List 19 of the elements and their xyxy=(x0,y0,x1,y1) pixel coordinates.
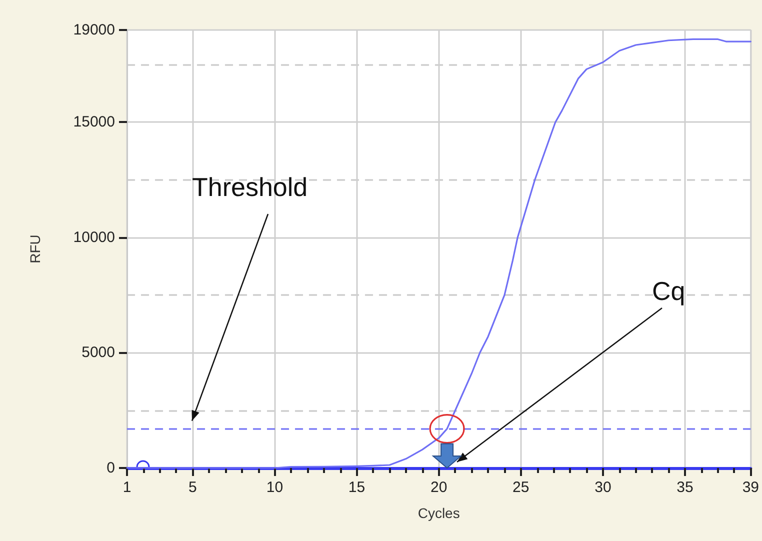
x-tick-label: 35 xyxy=(676,479,694,496)
x-tick-label: 5 xyxy=(188,479,197,496)
x-tick-label: 30 xyxy=(594,479,612,496)
x-tick-label: 15 xyxy=(348,479,366,496)
annotation: Cq xyxy=(652,276,686,306)
x-axis-title: Cycles xyxy=(418,505,460,521)
y-tick-label: 0 xyxy=(106,460,115,476)
x-tick-label: 25 xyxy=(512,479,530,496)
y-axis-title: RFU xyxy=(27,234,43,264)
x-tick-label: 39 xyxy=(742,479,759,496)
y-tick-label: 5000 xyxy=(82,344,115,362)
annotation: Threshold xyxy=(192,172,308,202)
x-tick-label: 10 xyxy=(266,479,284,496)
y-tick-label: 10000 xyxy=(73,228,115,246)
line-series xyxy=(126,38,752,469)
x-tick-label: 20 xyxy=(430,479,448,496)
y-tick-label: 15000 xyxy=(73,114,115,131)
x-tick-label: 1 xyxy=(122,479,132,496)
y-tick-label: 19000 xyxy=(73,22,115,38)
